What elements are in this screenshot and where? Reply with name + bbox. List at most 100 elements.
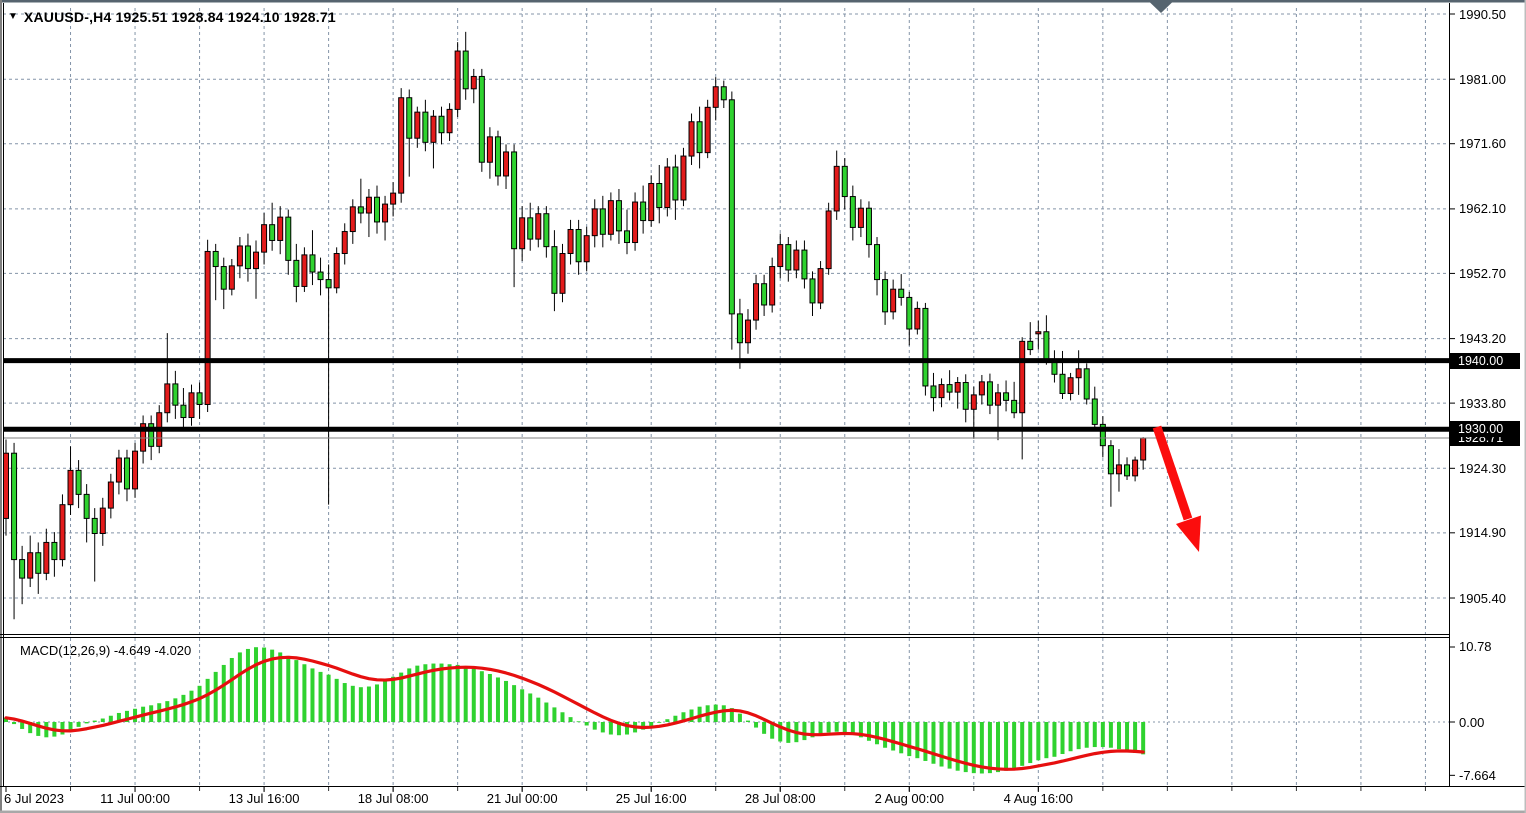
macd-bar [415,665,420,722]
macd-bar [165,701,170,722]
macd-bar [552,707,557,722]
candle [27,552,34,579]
window-bottom-edge [0,810,1526,813]
candle [35,552,42,574]
macd-bar [931,722,936,764]
macd-bar [1100,722,1105,748]
macd-bar [495,677,500,722]
candle [414,111,421,139]
macd-bar [262,647,267,722]
macd-bar [1020,722,1025,766]
macd-bar [181,694,186,722]
time-tick-label: 6 Jul 2023 [4,791,64,806]
candle [99,507,106,535]
macd-tick-label: 10.78 [1459,639,1492,655]
price-tick-label: 1905.40 [1459,590,1506,606]
candle [301,254,308,287]
candle [75,469,82,495]
macd-bar [729,708,734,722]
macd-signal-line [4,655,1145,771]
macd-bar [737,713,742,722]
macd-bar [374,684,379,722]
candle [785,244,792,271]
candle [277,216,284,241]
macd-bar [318,671,323,722]
candle [317,271,324,281]
symbol-dropdown-icon[interactable]: ▼ [8,11,18,22]
window-left-edge [0,0,2,811]
candle [188,392,195,419]
macd-bar [294,660,299,722]
candle [309,254,316,273]
macd-tick-label: -7.664 [1459,767,1496,783]
candle [261,224,268,253]
candle [744,319,751,344]
candle [696,121,703,154]
price-tick-label: 1914.90 [1459,525,1506,541]
candle [253,251,260,270]
macd-bar [447,664,452,722]
macd-bar [302,664,307,722]
candle [1099,423,1106,447]
candle [228,265,235,290]
macd-bar [520,689,525,722]
candle [1019,340,1026,414]
chart-shift-marker[interactable] [1150,2,1172,14]
candle [1140,437,1147,461]
macd-bar [1012,722,1017,769]
macd-tick-label: 0.00 [1459,714,1485,730]
macd-bar [407,668,412,722]
macd-bar [4,717,8,722]
candle [978,381,985,396]
macd-bar [1133,722,1138,753]
macd-bar [745,720,750,722]
time-tick-label: 25 Jul 16:00 [615,791,687,806]
candle [285,216,292,261]
macd-bar [189,690,194,722]
macd-bar [213,671,218,722]
down-arrow-head[interactable] [1176,515,1201,553]
price-tick-label: 1971.60 [1459,136,1506,152]
macd-bar [608,722,613,735]
candle [793,249,800,271]
macd-bar [625,722,630,735]
price-tick-label: 1943.20 [1459,331,1506,347]
macd-bar [439,663,444,722]
macd-bar [350,685,355,722]
candle [1083,368,1090,400]
macd-bar [770,722,775,739]
macd-bar [229,657,234,722]
chart-title-row: ▼ XAUUSD-,H4 1925.51 1928.84 1924.10 192… [8,9,336,25]
macd-bar [366,686,371,722]
macd-bar [1084,722,1089,748]
macd-bar [173,698,178,722]
down-arrow-shaft[interactable] [1152,425,1193,521]
macd-bar [810,722,815,738]
candle [325,279,332,289]
macd-bar [431,663,436,722]
candle [777,244,784,268]
candle [406,97,413,139]
macd-bar [286,655,291,722]
macd-bar [1076,722,1081,750]
price-tick-label: 1990.50 [1459,6,1506,22]
time-tick-label: 13 Jul 16:00 [228,791,300,806]
candle [11,452,18,561]
price-tick-label: 1933.80 [1459,395,1506,411]
candle [454,50,461,110]
candle [107,481,114,509]
candle [809,278,816,304]
macd-bar [762,722,767,734]
macd-bar [866,722,871,741]
candle [3,452,9,519]
macd-bar [20,722,25,729]
candle [954,382,961,393]
macd-bar [947,722,952,769]
candle [220,266,227,290]
macd-bar [657,722,662,723]
price-tick-label: 1962.10 [1459,201,1506,217]
candle [914,307,921,330]
candle [1043,331,1050,362]
